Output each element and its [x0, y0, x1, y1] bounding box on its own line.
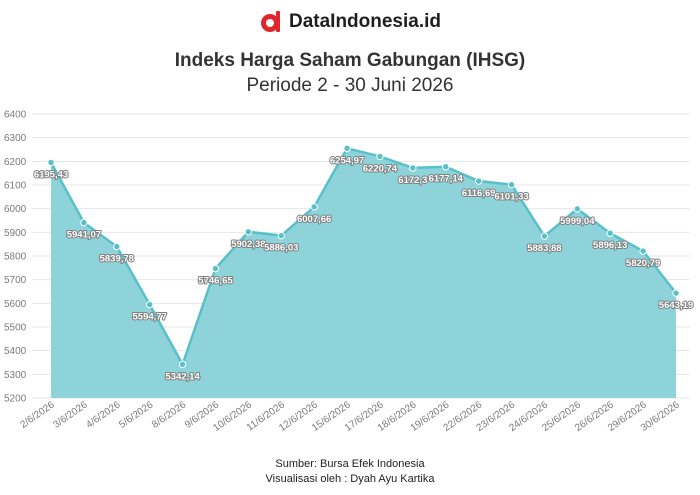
- area-fill: [51, 148, 676, 398]
- data-label: 5342,14: [165, 371, 200, 382]
- x-tick-label: 4/6/2026: [84, 399, 123, 431]
- y-tick-label: 5700: [4, 275, 27, 286]
- data-label: 6172,3: [398, 175, 427, 186]
- series-line: [49, 147, 677, 366]
- chart-subtitle: Periode 2 - 30 Juni 2026: [246, 75, 454, 96]
- data-label: 5746,65: [198, 276, 233, 287]
- brand-name: DataIndonesia.id: [288, 11, 442, 32]
- data-label: 6007,66: [297, 214, 331, 225]
- y-tick-label: 5300: [4, 370, 27, 381]
- y-tick-label: 5900: [4, 228, 27, 239]
- data-point: [178, 360, 187, 369]
- source-credit: Sumber: Bursa Efek Indonesia: [275, 458, 425, 470]
- data-label: 5902,38: [231, 239, 265, 250]
- data-label: 6254,97: [330, 155, 364, 166]
- data-point: [80, 218, 88, 227]
- data-point: [145, 300, 154, 309]
- data-point: [507, 180, 516, 189]
- data-label: 5594,77: [133, 312, 167, 323]
- y-tick-label: 5800: [4, 252, 27, 263]
- data-point: [211, 264, 220, 273]
- data-point: [244, 228, 253, 236]
- data-point: [277, 231, 285, 240]
- data-label: 5643,19: [659, 300, 693, 311]
- data-label: 5883,88: [527, 243, 561, 254]
- data-point: [376, 152, 384, 161]
- data-label: 6220,74: [363, 163, 398, 174]
- y-tick-label: 6400: [4, 110, 27, 121]
- data-label: 5886,03: [264, 243, 298, 254]
- data-label: 6195,43: [34, 169, 68, 180]
- data-label: 6177,14: [429, 174, 464, 185]
- data-label: 6116,69: [462, 188, 496, 199]
- x-tick-label: 3/6/2026: [51, 399, 90, 431]
- y-tick-label: 5400: [4, 346, 27, 357]
- data-point: [540, 232, 549, 240]
- data-label: 6101,33: [494, 192, 528, 203]
- x-tick-label: 8/6/2026: [150, 399, 189, 431]
- data-point: [639, 247, 647, 255]
- y-tick-label: 6200: [4, 157, 27, 168]
- dataindonesia-logo-icon: [260, 11, 280, 32]
- data-point: [573, 205, 582, 213]
- chart-footer: Sumber: Bursa Efek Indonesia Visualisasi…: [0, 457, 700, 487]
- data-point: [47, 158, 55, 167]
- x-tick-label: 5/6/2026: [117, 399, 156, 431]
- y-tick-label: 6100: [4, 181, 27, 192]
- data-point: [310, 203, 318, 211]
- data-point: [442, 163, 450, 171]
- y-tick-label: 5200: [4, 394, 27, 405]
- data-label: 5999,04: [560, 216, 595, 227]
- visualization-credit: Visualisasi oleh : Dyah Ayu Kartika: [265, 473, 435, 485]
- y-tick-label: 5600: [4, 299, 27, 310]
- data-label: 5941,07: [67, 230, 101, 241]
- chart-title: Indeks Harga Saham Gabungan (IHSG): [174, 50, 526, 71]
- data-label: 5820,79: [626, 258, 660, 269]
- data-point: [343, 144, 351, 153]
- y-tick-label: 6000: [4, 204, 27, 215]
- data-point: [474, 177, 483, 185]
- brand-header: DataIndonesia.id: [0, 10, 700, 34]
- data-point: [113, 242, 121, 251]
- y-tick-label: 6300: [4, 133, 27, 144]
- data-point: [606, 229, 614, 237]
- data-label: 5896,13: [593, 240, 627, 251]
- data-point: [672, 289, 680, 297]
- data-point: [409, 164, 417, 172]
- y-tick-label: 5500: [4, 323, 27, 334]
- data-label: 5839,78: [100, 254, 134, 265]
